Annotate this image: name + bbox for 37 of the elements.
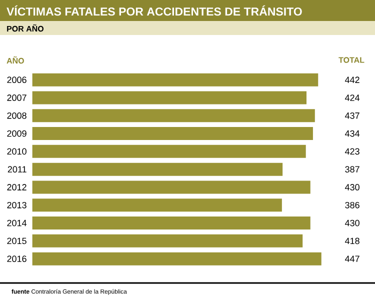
bar xyxy=(32,144,306,158)
data-label: 442 xyxy=(344,76,360,83)
data-label: 387 xyxy=(345,166,360,173)
bar xyxy=(32,127,313,140)
text: TOTAL xyxy=(338,57,364,63)
y-tick-label: 2006 xyxy=(7,76,26,84)
y-tick-label: 2016 xyxy=(7,256,26,262)
y-tick-label: 2012 xyxy=(7,184,26,190)
y-tick-label: 2014 xyxy=(7,220,27,226)
chart-title: VÍCTIMAS FATALES POR ACCIDENTES DE TRÁNSITO xyxy=(6,5,302,16)
data-label: 386 xyxy=(345,202,360,208)
y-axis-title: AÑO xyxy=(6,56,24,64)
bar xyxy=(32,91,306,104)
data-label: 423 xyxy=(344,148,360,155)
data-label: 434 xyxy=(344,130,360,137)
chart-subtitle: POR AÑO xyxy=(7,24,44,32)
y-tick-label: 2007 xyxy=(7,94,26,101)
y-tick-label: 2011 xyxy=(8,166,26,173)
y-tick-label: 2015 xyxy=(7,238,26,244)
data-label: 424 xyxy=(344,94,360,101)
y-tick-label: 2009 xyxy=(7,130,26,137)
data-label: 437 xyxy=(344,112,360,119)
bar xyxy=(32,109,315,122)
bar xyxy=(32,216,310,230)
bar xyxy=(32,198,282,212)
bar xyxy=(32,162,283,176)
bar xyxy=(32,252,322,266)
y-tick-label: 2010 xyxy=(7,148,26,155)
data-label: 430 xyxy=(344,184,360,190)
bar xyxy=(32,73,318,86)
bar xyxy=(32,180,310,194)
y-tick-label: 2013 xyxy=(7,202,26,208)
y-tick-label: 2008 xyxy=(7,112,26,119)
data-label: 418 xyxy=(344,238,360,244)
data-label: 447 xyxy=(344,256,360,262)
data-label: 430 xyxy=(344,220,360,226)
bar xyxy=(32,234,303,248)
